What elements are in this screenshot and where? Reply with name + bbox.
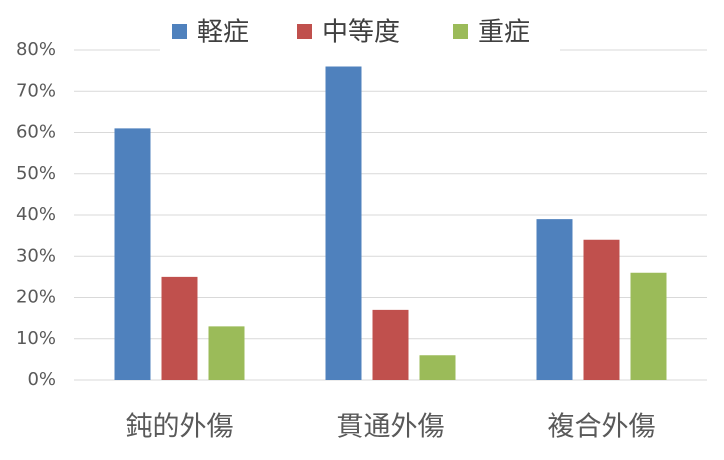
bar: [325, 66, 362, 380]
legend-background: [160, 12, 560, 52]
legend-swatch: [453, 24, 468, 39]
legend-swatch: [172, 24, 187, 39]
bar: [114, 128, 151, 380]
y-tick-label: 70%: [16, 80, 56, 101]
legend-label: 軽症: [197, 18, 249, 48]
y-tick-label: 20%: [16, 287, 56, 308]
y-tick-label: 30%: [16, 245, 56, 266]
x-tick-label: 貫通外傷: [337, 412, 445, 443]
legend-swatch: [297, 24, 312, 39]
bar: [161, 276, 198, 380]
bar: [630, 272, 667, 380]
bar: [208, 326, 245, 380]
y-tick-label: 0%: [27, 369, 56, 390]
legend-label: 重症: [478, 18, 530, 48]
bar: [372, 309, 409, 380]
y-tick-label: 60%: [16, 122, 56, 143]
legend-label: 中等度: [322, 18, 400, 48]
y-tick-label: 40%: [16, 204, 56, 225]
x-tick-label: 複合外傷: [548, 412, 656, 443]
bar: [536, 219, 573, 380]
bar: [583, 239, 620, 380]
y-tick-label: 10%: [16, 328, 56, 349]
y-tick-label: 50%: [16, 163, 56, 184]
y-tick-label: 80%: [16, 39, 56, 60]
x-tick-label: 鈍的外傷: [126, 412, 234, 443]
bar: [419, 355, 456, 380]
